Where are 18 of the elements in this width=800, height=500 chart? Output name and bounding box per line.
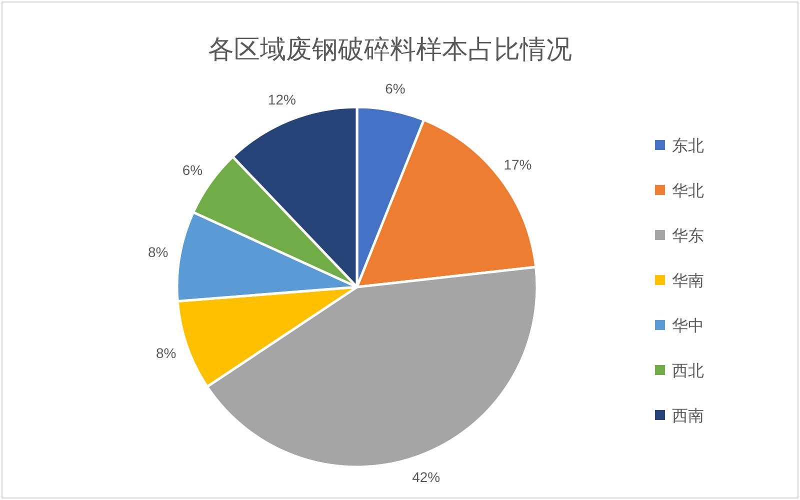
data-label: 8% <box>148 244 168 260</box>
legend-label: 华北 <box>672 182 704 200</box>
data-label: 17% <box>504 156 532 173</box>
legend-label: 西北 <box>672 362 704 380</box>
pie-slice <box>356 118 538 288</box>
data-label: 6% <box>385 80 406 97</box>
legend-label: 华东 <box>672 227 704 245</box>
data-label: 42% <box>412 468 440 485</box>
chart-title: 各区域废钢破碎料样本占比情况 <box>208 34 572 64</box>
legend-label: 华南 <box>672 272 704 290</box>
data-label: 6% <box>182 162 203 178</box>
pie-slice <box>176 286 358 388</box>
legend-label: 西南 <box>672 407 704 425</box>
data-label: 8% <box>156 345 176 362</box>
data-label: 12% <box>268 91 296 108</box>
legend-label: 东北 <box>672 137 704 155</box>
legend-label: 华中 <box>672 317 704 335</box>
pie-slice <box>232 106 358 288</box>
